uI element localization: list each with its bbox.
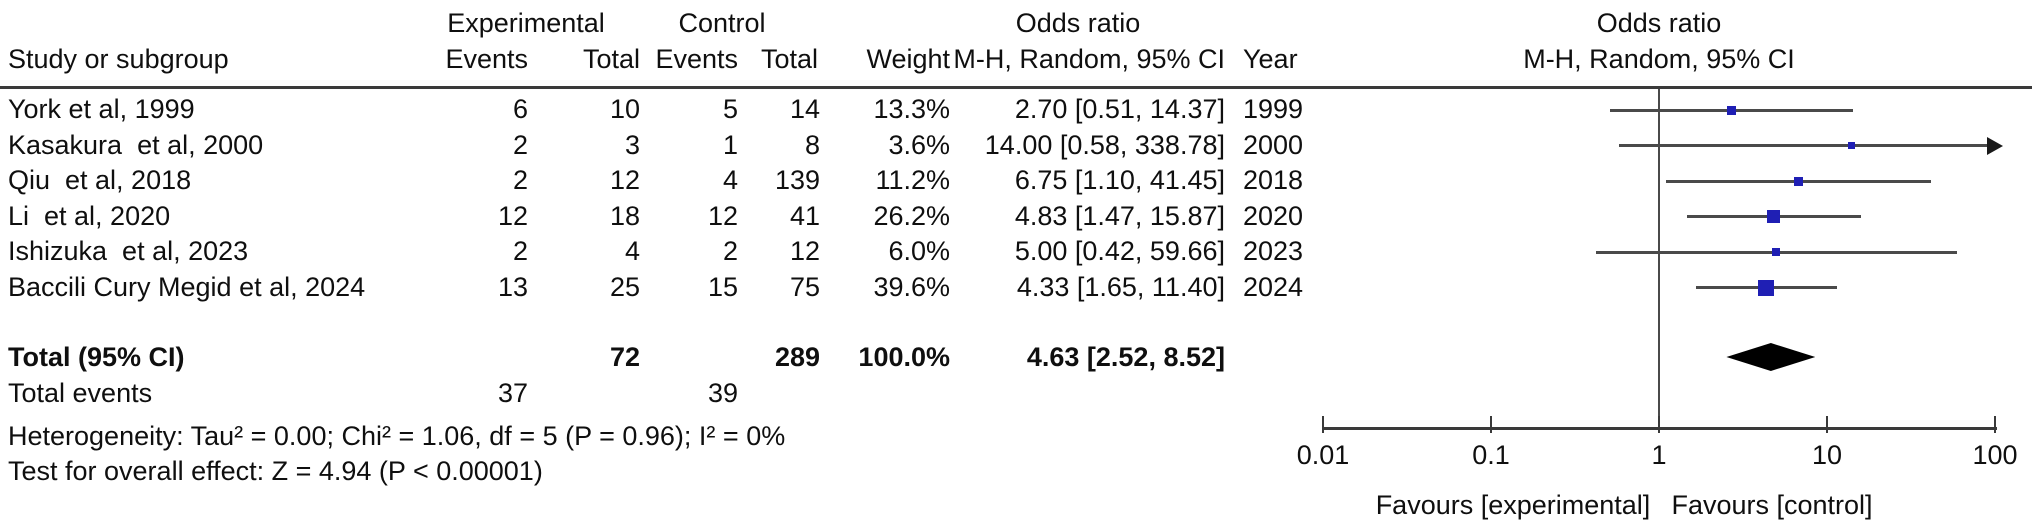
- cell-year: 2000: [1243, 129, 1304, 160]
- total-or: 4.63 [2.52, 8.52]: [1026, 342, 1225, 372]
- cell-or_text: 6.75 [1.10, 41.45]: [1014, 165, 1225, 195]
- ci-line: [1619, 144, 1988, 147]
- total-events-exp: 37: [497, 378, 528, 408]
- null-effect-line: [1658, 89, 1660, 430]
- cell-weight_text: 26.2%: [873, 200, 950, 231]
- header-plot-subtitle: M-H, Random, 95% CI: [1523, 44, 1795, 74]
- header-plot-title: Odds ratio: [1596, 8, 1722, 38]
- cell-exp_total: 18: [609, 200, 640, 231]
- header-separator-line: [0, 86, 2032, 89]
- cell-ctrl_total: 8: [804, 129, 820, 160]
- cell-exp_events: 6: [512, 94, 528, 124]
- header-ctrl-events: Events: [655, 44, 738, 74]
- total-label: Total (95% CI): [8, 342, 185, 372]
- total-weight: 100.0%: [858, 342, 950, 372]
- cell-exp_events: 2: [512, 129, 528, 160]
- cell-ctrl_total: 41: [789, 200, 820, 231]
- cell-ctrl_total: 14: [789, 94, 820, 124]
- cell-ctrl_events: 4: [722, 165, 738, 195]
- axis-tick: [1658, 416, 1660, 433]
- axis-tick-label: 0.1: [1472, 440, 1510, 470]
- cell-name: York et al, 1999: [8, 94, 195, 124]
- cell-weight_text: 11.2%: [875, 165, 950, 195]
- point-estimate-marker: [1793, 176, 1803, 186]
- point-estimate-marker: [1757, 279, 1774, 296]
- axis-tick-label: 1: [1651, 440, 1667, 470]
- axis-tick-label: 0.01: [1296, 440, 1350, 470]
- cell-or_text: 5.00 [0.42, 59.66]: [1014, 236, 1225, 266]
- point-estimate-marker: [1726, 105, 1736, 115]
- header-or-title: Odds ratio: [1015, 8, 1141, 38]
- cell-name: Ishizuka et al, 2023: [8, 236, 249, 266]
- cell-name: Baccili Cury Megid et al, 2024: [8, 271, 366, 302]
- cell-ctrl_events: 1: [722, 129, 738, 160]
- point-estimate-marker: [1767, 210, 1781, 223]
- cell-ctrl_events: 2: [722, 236, 738, 266]
- total-exp: 72: [609, 342, 640, 372]
- favours-control-label: Favours [control]: [1671, 490, 1873, 520]
- header-year-col: Year: [1243, 44, 1298, 74]
- cell-name: Kasakura et al, 2000: [8, 129, 264, 160]
- cell-weight_text: 6.0%: [888, 236, 950, 266]
- heterogeneity-text: Heterogeneity: Tau² = 0.00; Chi² = 1.06,…: [8, 421, 786, 451]
- cell-ctrl_total: 75: [789, 271, 820, 302]
- cell-exp_total: 3: [624, 129, 640, 160]
- header-exp-total: Total: [582, 44, 640, 74]
- cell-exp_events: 2: [512, 165, 528, 195]
- pooled-diamond: [1726, 343, 1816, 371]
- favours-experimental-label: Favours [experimental]: [1375, 490, 1651, 520]
- cell-ctrl_total: 12: [789, 236, 820, 266]
- cell-or_text: 2.70 [0.51, 14.37]: [1014, 94, 1225, 124]
- axis-tick: [1490, 416, 1492, 433]
- cell-exp_total: 4: [624, 236, 640, 266]
- cell-ctrl_events: 5: [722, 94, 738, 124]
- cell-year: 2024: [1243, 271, 1304, 302]
- cell-exp_total: 10: [609, 94, 640, 124]
- cell-exp_events: 13: [497, 271, 528, 302]
- overall-effect-text: Test for overall effect: Z = 4.94 (P < 0…: [8, 456, 543, 486]
- total-ctrl: 289: [774, 342, 820, 372]
- header-weight-col: Weight: [866, 44, 950, 74]
- cell-ctrl_events: 15: [707, 271, 738, 302]
- axis-tick-label: 10: [1811, 440, 1843, 470]
- total-events-label: Total events: [8, 378, 153, 408]
- axis-tick-label: 100: [1972, 440, 2018, 470]
- x-axis-line: [1323, 427, 1997, 430]
- cell-weight_text: 39.6%: [873, 271, 950, 302]
- cell-weight_text: 3.6%: [888, 129, 950, 160]
- cell-or_text: 4.33 [1.65, 11.40]: [1016, 271, 1225, 302]
- cell-name: Li et al, 2020: [8, 200, 171, 231]
- cell-exp_events: 2: [512, 236, 528, 266]
- header-group-control: Control: [678, 8, 766, 38]
- cell-year: 1999: [1243, 94, 1304, 124]
- cell-or_text: 14.00 [0.58, 338.78]: [984, 129, 1225, 160]
- header-study-col: Study or subgroup: [8, 44, 229, 74]
- cell-year: 2023: [1243, 236, 1304, 266]
- axis-tick: [1322, 416, 1324, 433]
- ci-upper-arrow-icon: [1987, 136, 2003, 155]
- cell-weight_text: 13.3%: [873, 94, 950, 124]
- point-estimate-marker: [1772, 248, 1781, 256]
- header-or-subtitle: M-H, Random, 95% CI: [953, 44, 1225, 74]
- cell-exp_total: 25: [609, 271, 640, 302]
- header-exp-events: Events: [445, 44, 528, 74]
- point-estimate-marker: [1848, 142, 1856, 149]
- axis-tick: [1826, 416, 1828, 433]
- cell-ctrl_total: 139: [774, 165, 820, 195]
- axis-tick: [1994, 416, 1996, 433]
- cell-year: 2020: [1243, 200, 1304, 231]
- cell-ctrl_events: 12: [707, 200, 738, 231]
- cell-exp_total: 12: [609, 165, 640, 195]
- header-group-experimental: Experimental: [447, 8, 605, 38]
- cell-or_text: 4.83 [1.47, 15.87]: [1014, 200, 1225, 231]
- cell-year: 2018: [1243, 165, 1304, 195]
- total-events-ctrl: 39: [707, 378, 738, 408]
- header-ctrl-total: Total: [760, 44, 818, 74]
- cell-name: Qiu et al, 2018: [8, 165, 192, 195]
- cell-exp_events: 12: [497, 200, 528, 231]
